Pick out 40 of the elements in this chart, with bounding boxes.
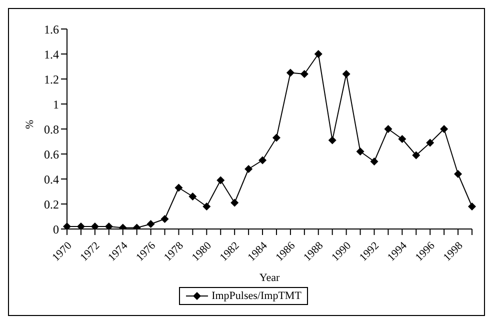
point	[440, 125, 448, 133]
point	[454, 170, 462, 178]
point	[63, 222, 71, 229]
point	[76, 222, 85, 229]
point	[202, 202, 211, 210]
point	[412, 151, 420, 160]
point	[174, 184, 183, 192]
point	[146, 220, 155, 228]
point	[230, 198, 239, 207]
point	[272, 134, 280, 142]
y-tick-label: 1	[53, 97, 59, 112]
point	[188, 192, 197, 200]
y-tick-label: 1.6	[44, 22, 59, 36]
point	[216, 176, 225, 184]
x-axis-title: Year	[259, 272, 280, 284]
y-tick-label: 0.4	[44, 172, 59, 186]
point	[104, 222, 113, 229]
y-tick-label: 1.2	[44, 72, 59, 86]
point	[160, 215, 169, 223]
point	[244, 165, 253, 173]
y-tick-label: 1.4	[44, 47, 59, 62]
point	[314, 50, 322, 58]
point	[328, 136, 336, 144]
point	[356, 148, 364, 156]
point	[468, 202, 476, 210]
point	[398, 135, 406, 143]
point	[342, 70, 350, 78]
y-axis-title: %	[24, 120, 36, 129]
point	[258, 156, 267, 164]
point	[300, 70, 308, 78]
point	[370, 158, 378, 166]
point	[286, 68, 294, 77]
point	[90, 222, 99, 229]
y-tick-label: 0.6	[44, 147, 59, 162]
point	[426, 138, 434, 147]
point	[384, 125, 392, 133]
y-tick-label: 0.8	[44, 122, 59, 136]
legend-label: ImpPulses/ImpTMT	[212, 290, 302, 302]
y-tick-label: 0	[53, 222, 59, 236]
y-tick-label: 0.2	[44, 197, 59, 212]
